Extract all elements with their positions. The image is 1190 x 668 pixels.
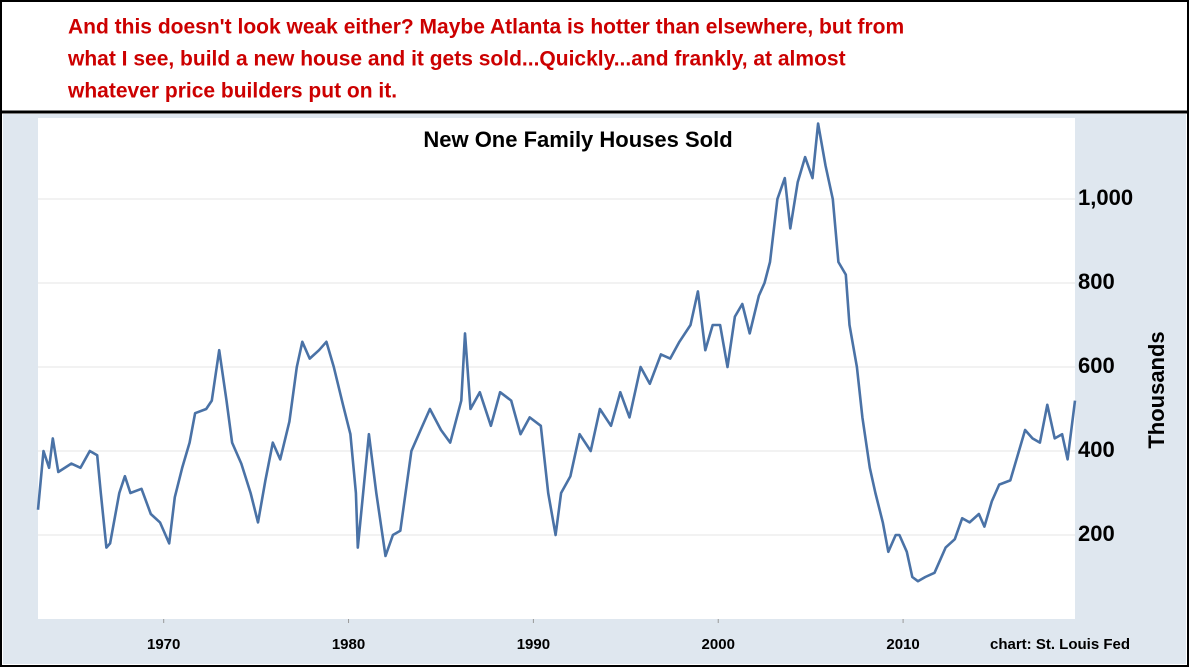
chart-title: New One Family Houses Sold	[423, 127, 732, 152]
x-tick-label: 2000	[702, 636, 735, 653]
x-tick-label: 1970	[147, 636, 180, 653]
x-tick-label: 2010	[886, 636, 919, 653]
plot-area	[38, 118, 1075, 619]
annotation: what I see, build a new house and it get…	[67, 48, 846, 71]
x-tick-label: 1980	[332, 636, 365, 653]
y-tick-label: 200	[1078, 521, 1115, 546]
y-tick-label: 800	[1078, 269, 1115, 294]
y-axis-label: Thousands	[1144, 331, 1169, 448]
source: chart: St. Louis Fed	[990, 636, 1130, 653]
x-tick-label: 1990	[517, 636, 550, 653]
data-line	[36, 122, 1077, 583]
y-tick-label: 400	[1078, 437, 1115, 462]
annotation: whatever price builders put on it.	[67, 80, 397, 103]
y-tick-label: 1,000	[1078, 185, 1133, 210]
annotation: And this doesn't look weak either? Maybe…	[68, 16, 904, 39]
y-tick-label: 600	[1078, 353, 1115, 378]
